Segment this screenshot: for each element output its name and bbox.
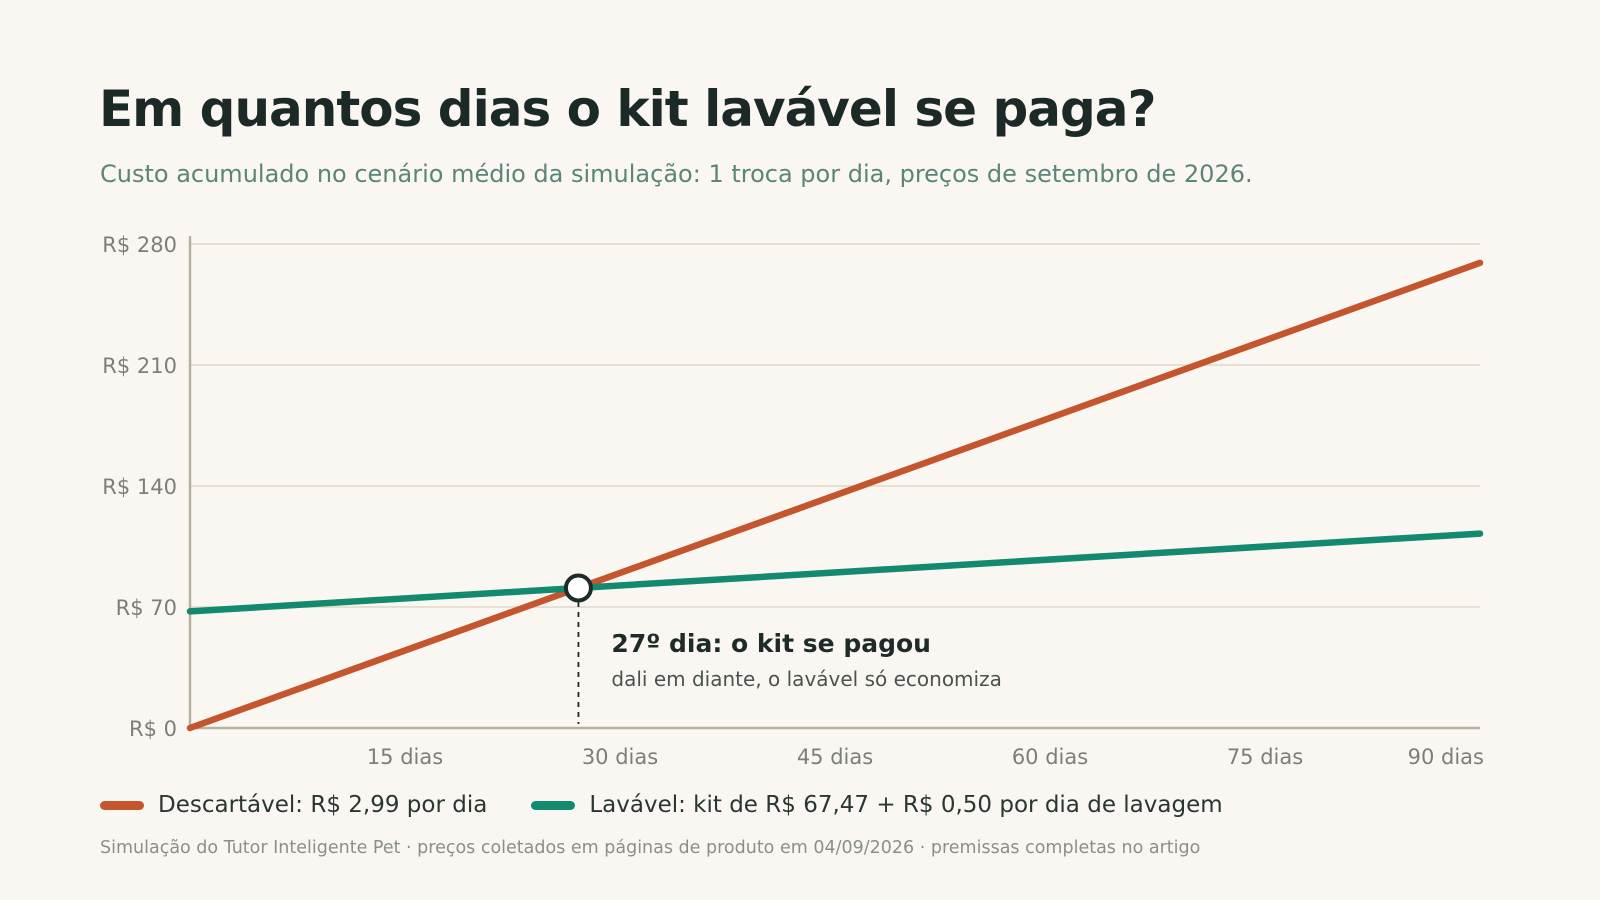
- y-tick-label: R$ 70: [116, 596, 177, 620]
- x-tick-label: 60 dias: [1012, 745, 1088, 769]
- break-even-marker: [563, 573, 593, 603]
- legend-label-descartavel: Descartável: R$ 2,99 por dia: [158, 792, 488, 818]
- y-tick-label: R$ 280: [102, 233, 177, 257]
- footnote: Simulação do Tutor Inteligente Pet · pre…: [100, 838, 1201, 858]
- x-tick-label: 90 dias: [1408, 745, 1484, 769]
- x-tick-label: 75 dias: [1227, 745, 1303, 769]
- x-tick-label: 30 dias: [582, 745, 658, 769]
- legend-label-lavavel: Lavável: kit de R$ 67,47 + R$ 0,50 por d…: [589, 792, 1223, 818]
- series-line-descartavel: [186, 259, 1484, 732]
- series-line-lavavel: [186, 530, 1484, 615]
- x-tick-label: 15 dias: [367, 745, 443, 769]
- legend: Descartável: R$ 2,99 por dia Lavável: ki…: [100, 792, 1267, 818]
- chart-title: Em quantos dias o kit lavável se paga?: [99, 80, 1157, 138]
- y-tick-label: R$ 140: [102, 475, 177, 499]
- legend-item-descartavel: Descartável: R$ 2,99 por dia: [100, 792, 487, 818]
- legend-swatch-descartavel: [100, 800, 144, 810]
- annotation-text: dali em diante, o lavável só economiza: [611, 667, 1001, 691]
- annotation-title: 27º dia: o kit se pagou: [611, 629, 931, 658]
- legend-item-lavavel: Lavável: kit de R$ 67,47 + R$ 0,50 por d…: [531, 792, 1223, 818]
- legend-swatch-lavavel: [531, 800, 576, 810]
- chart-subtitle: Custo acumulado no cenário médio da simu…: [100, 160, 1253, 188]
- y-tick-label: R$ 210: [102, 354, 177, 378]
- y-tick-label: R$ 0: [129, 717, 177, 741]
- x-tick-label: 45 dias: [797, 745, 873, 769]
